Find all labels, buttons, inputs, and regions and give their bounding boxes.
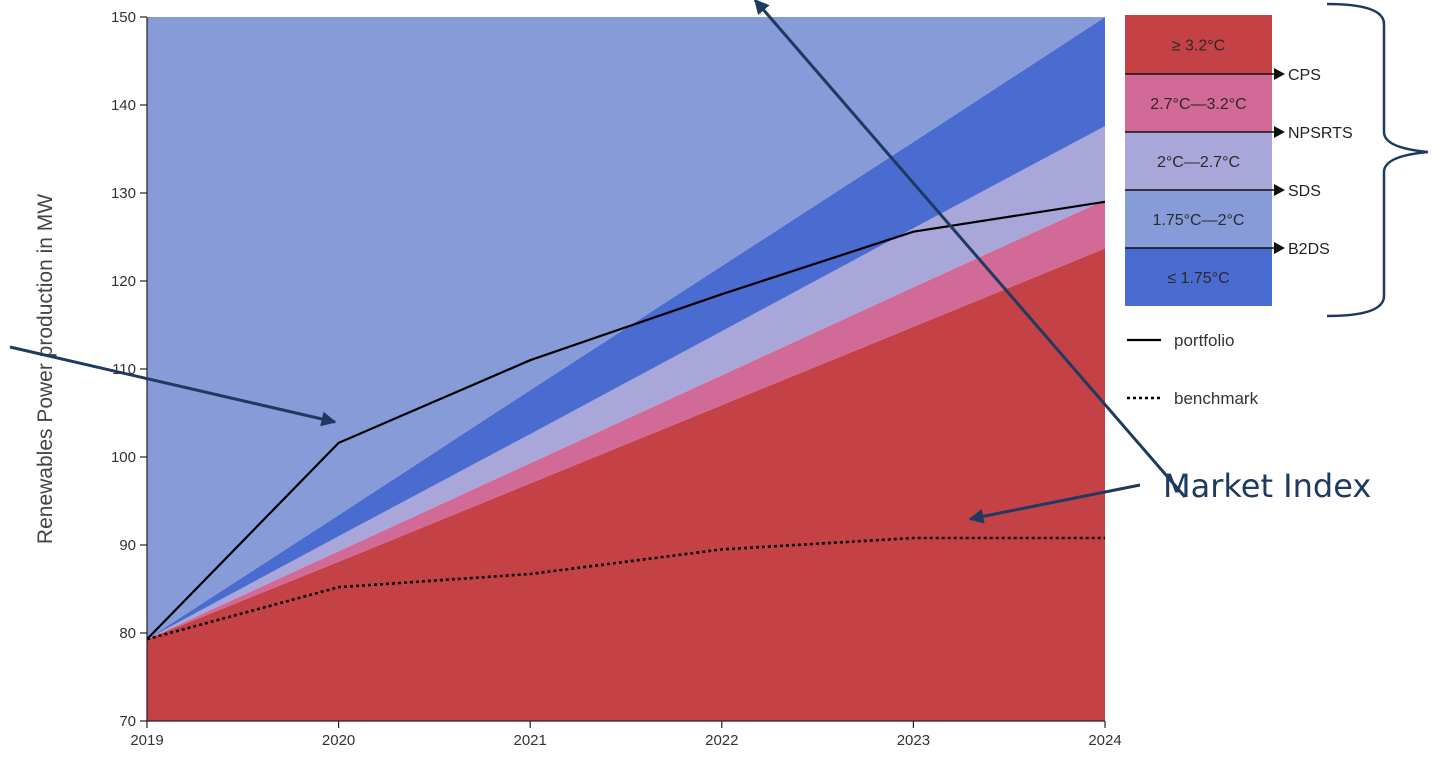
y-axis-title: Renewables Power production in MW <box>34 194 57 544</box>
legend-band-label: 2.7°C—3.2°C <box>1150 96 1246 113</box>
y-tick-label: 70 <box>119 713 136 730</box>
scenario-arrowhead <box>1274 184 1285 196</box>
band-1 <box>147 200 1105 640</box>
arrow-top-to-band <box>753 0 1187 498</box>
y-tick-label: 80 <box>119 625 136 642</box>
legend-swatch-2 <box>1125 132 1272 190</box>
x-tick-label: 2020 <box>322 732 355 749</box>
x-tick-label: 2024 <box>1088 732 1121 749</box>
x-tick-label: 2021 <box>514 732 547 749</box>
legend-swatch-0 <box>1125 15 1272 74</box>
scenario-label-cps: CPS <box>1288 67 1321 84</box>
x-tick-label: 2019 <box>130 732 163 749</box>
legend-swatch-3 <box>1125 190 1272 248</box>
band-0 <box>147 248 1105 721</box>
scenario-label-b2ds: B2DS <box>1288 241 1330 258</box>
y-tick-label: 150 <box>111 9 136 26</box>
y-tick-label: 130 <box>111 185 136 202</box>
y-tick-label: 100 <box>111 449 136 466</box>
arrow-market-index <box>968 483 1141 524</box>
scenario-arrowhead <box>1274 68 1285 80</box>
scenario-arrowhead <box>1274 126 1285 138</box>
scenario-arrowhead <box>1274 242 1285 254</box>
band-2 <box>147 126 1105 640</box>
arrow-left-to-area <box>9 345 337 427</box>
y-tick-label: 120 <box>111 273 136 290</box>
portfolio-line <box>147 200 1105 640</box>
scenario-label-npsrts: NPSRTS <box>1288 125 1353 142</box>
legend-band-label: ≥ 3.2°C <box>1172 38 1225 55</box>
scenario-label-sds: SDS <box>1288 183 1321 200</box>
legend: ≥ 3.2°C 2.7°C—3.2°C 2°C—2.7°C 1.75°C—2°C ≤ 1… <box>1125 15 1353 408</box>
legend-label-benchmark: benchmark <box>1174 389 1259 408</box>
annotation-arrows <box>9 0 1187 524</box>
legend-swatch-4 <box>1125 248 1272 306</box>
y-tick-label: 90 <box>119 537 136 554</box>
legend-swatch-1 <box>1125 74 1272 132</box>
band-4 <box>147 17 1105 640</box>
benchmark-line <box>147 536 1105 641</box>
y-tick-label: 140 <box>111 97 136 114</box>
temperature-bands <box>147 17 1105 721</box>
series-lines <box>147 200 1105 641</box>
legend-band-label: 2°C—2.7°C <box>1157 154 1240 171</box>
x-tick-label: 2022 <box>705 732 738 749</box>
legend-brace <box>1326 2 1429 318</box>
x-ticks: 2019 2020 2021 2022 2023 2024 <box>130 721 1122 749</box>
legend-band-label: ≤ 1.75°C <box>1167 270 1229 287</box>
legend-label-portfolio: portfolio <box>1174 331 1234 350</box>
market-index-annotation: Market Index <box>1163 467 1371 505</box>
x-tick-label: 2023 <box>897 732 930 749</box>
legend-band-label: 1.75°C—2°C <box>1153 212 1245 229</box>
